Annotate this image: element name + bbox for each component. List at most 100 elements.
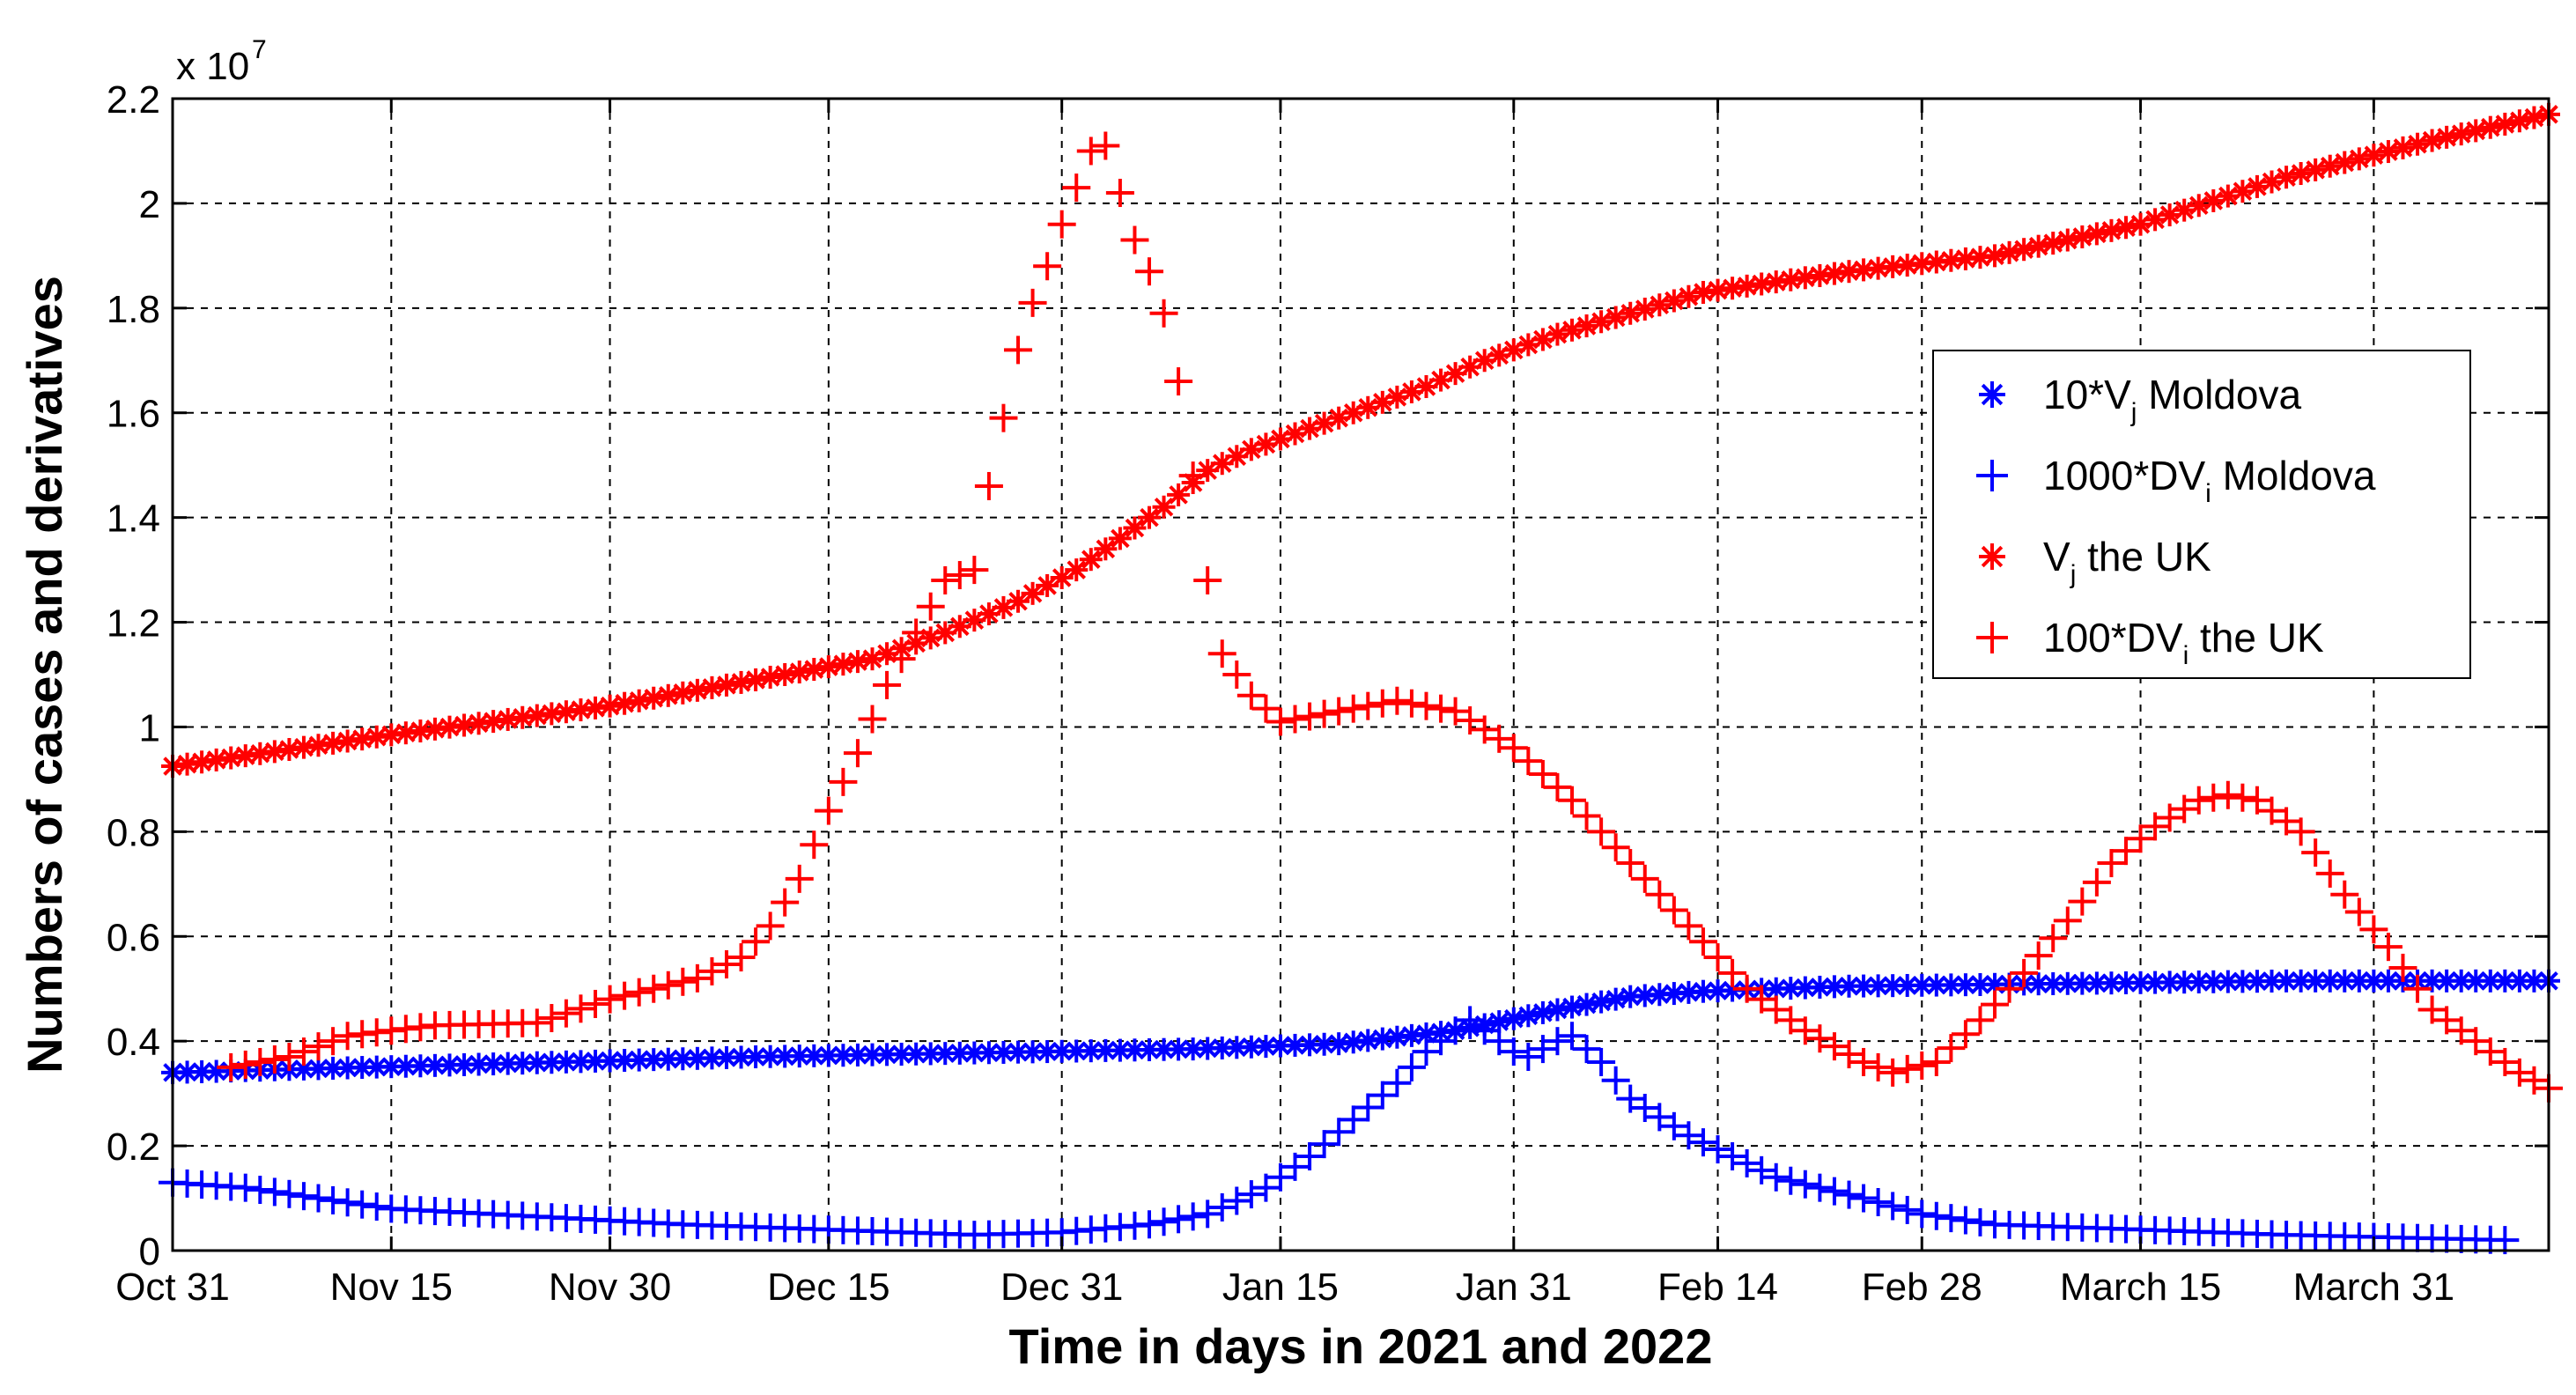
data-point bbox=[902, 618, 931, 647]
data-point bbox=[1776, 1006, 1805, 1035]
legend-marker bbox=[1976, 622, 2008, 653]
data-point bbox=[423, 717, 447, 741]
data-point bbox=[1616, 1084, 1645, 1113]
data-point bbox=[627, 689, 651, 712]
data-point bbox=[2173, 971, 2196, 994]
x-tick-label: Oct 31 bbox=[115, 1266, 230, 1309]
data-point bbox=[1922, 1047, 1951, 1076]
data-point bbox=[260, 1177, 289, 1207]
data-point bbox=[1456, 706, 1485, 735]
data-point bbox=[348, 1190, 377, 1219]
data-point bbox=[1910, 973, 1934, 997]
data-point bbox=[960, 556, 989, 585]
data-point bbox=[831, 653, 855, 676]
data-point bbox=[1674, 912, 1703, 941]
data-point bbox=[598, 694, 622, 718]
data-point bbox=[1587, 1047, 1616, 1076]
data-point bbox=[1659, 896, 1688, 925]
data-point bbox=[289, 1182, 318, 1211]
data-point bbox=[639, 974, 668, 1003]
data-point bbox=[1819, 1032, 1849, 1061]
data-point bbox=[2333, 151, 2357, 174]
data-point bbox=[1062, 173, 1091, 203]
data-point bbox=[814, 796, 843, 825]
data-point bbox=[1295, 1141, 1325, 1170]
legend: 10*Vj Moldova 1000*DVi Moldova Vj the UK 10… bbox=[1932, 350, 2471, 679]
data-point bbox=[275, 1043, 304, 1072]
legend-entry: 1000*DVi Moldova bbox=[1976, 453, 2376, 508]
legend-label-main: 10*V bbox=[2043, 372, 2131, 417]
data-point bbox=[554, 700, 578, 724]
data-point bbox=[2026, 234, 2050, 258]
data-point bbox=[1590, 990, 1613, 1014]
data-point bbox=[2362, 969, 2386, 993]
data-point bbox=[2464, 119, 2488, 143]
data-point bbox=[1325, 697, 1354, 726]
x-tick-label: Dec 31 bbox=[1000, 1266, 1123, 1309]
data-point bbox=[584, 696, 608, 720]
data-point bbox=[2435, 125, 2459, 149]
data-point bbox=[1659, 1111, 1688, 1140]
data-point bbox=[540, 702, 564, 726]
data-point bbox=[1790, 1016, 1819, 1045]
data-point bbox=[758, 665, 782, 689]
data-point bbox=[2068, 887, 2097, 916]
data-point bbox=[1951, 1020, 1980, 1049]
data-point bbox=[1178, 1202, 1207, 1231]
data-point bbox=[845, 650, 869, 674]
data-point bbox=[321, 731, 345, 755]
data-point bbox=[1691, 280, 1715, 304]
data-point bbox=[744, 668, 768, 691]
data-point bbox=[2493, 112, 2517, 136]
data-point bbox=[1601, 1066, 1630, 1095]
data-point bbox=[1222, 661, 1251, 689]
data-point bbox=[945, 561, 974, 590]
data-point bbox=[1531, 1000, 1554, 1024]
data-point bbox=[289, 1037, 318, 1067]
data-point bbox=[889, 1043, 913, 1067]
data-point bbox=[1732, 1148, 1761, 1177]
data-point bbox=[438, 715, 461, 739]
data-point bbox=[1427, 1027, 1456, 1056]
data-point bbox=[1137, 506, 1161, 529]
data-point bbox=[843, 739, 872, 768]
data-point bbox=[1543, 1027, 1572, 1056]
data-point bbox=[2520, 1066, 2549, 1095]
data-point bbox=[2272, 807, 2301, 836]
data-point bbox=[916, 592, 945, 621]
legend-label: 1000*DVi Moldova bbox=[2043, 453, 2376, 508]
y-tick-label: 0 bbox=[139, 1230, 160, 1273]
data-point bbox=[262, 740, 286, 764]
data-point bbox=[511, 705, 535, 729]
x-tick-label: March 31 bbox=[2293, 1266, 2454, 1309]
data-point bbox=[217, 1052, 246, 1081]
y-scale-label: x 10 bbox=[176, 45, 249, 88]
data-point bbox=[1849, 1184, 1878, 1213]
legend-entry: 10*Vj Moldova bbox=[1979, 372, 2301, 427]
series-2 bbox=[161, 102, 2560, 779]
data-point bbox=[1822, 262, 1846, 285]
data-point bbox=[2082, 867, 2111, 897]
data-point bbox=[2155, 803, 2184, 832]
legend-items: 10*Vj Moldova 1000*DVi Moldova Vj the UK 10… bbox=[1976, 372, 2376, 670]
data-point bbox=[1558, 786, 1587, 815]
y-scale-exponent: 7 bbox=[252, 35, 267, 64]
data-point bbox=[1997, 240, 2021, 264]
data-point bbox=[2242, 786, 2271, 815]
data-point bbox=[742, 927, 771, 956]
data-point bbox=[409, 720, 432, 743]
data-point bbox=[2228, 783, 2257, 812]
data-point bbox=[1688, 1128, 1717, 1157]
data-point bbox=[1281, 1152, 1310, 1181]
data-point bbox=[246, 1176, 275, 1205]
data-point bbox=[1937, 1204, 1966, 1233]
data-point bbox=[1572, 801, 1601, 830]
data-point bbox=[1499, 1037, 1528, 1067]
data-point bbox=[2344, 897, 2373, 926]
data-point bbox=[2420, 129, 2444, 152]
data-point bbox=[581, 989, 610, 1018]
data-point bbox=[816, 1044, 840, 1067]
data-point bbox=[2257, 796, 2286, 825]
legend-label: Vj the UK bbox=[2043, 534, 2211, 589]
data-point bbox=[1004, 336, 1033, 365]
